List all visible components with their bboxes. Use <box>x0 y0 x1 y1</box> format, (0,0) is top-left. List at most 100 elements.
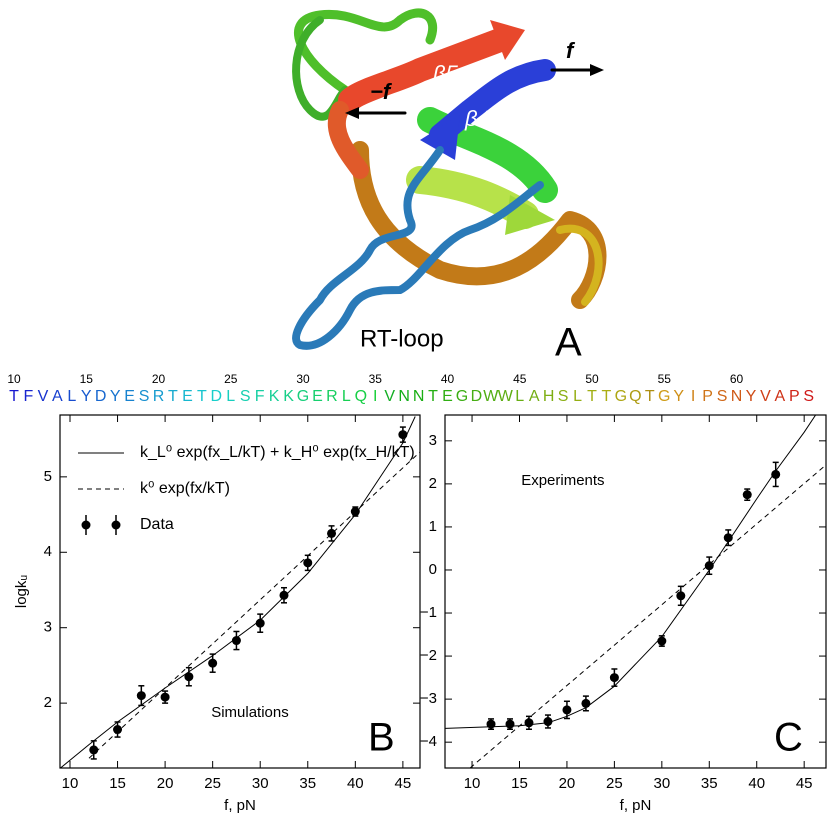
data-point <box>136 691 146 701</box>
protein-cartoon <box>292 8 607 350</box>
x-axis-label: f, pN <box>224 797 256 814</box>
y-tick-label: 5 <box>44 468 52 485</box>
residue-number: 25 <box>224 372 238 386</box>
data-point <box>303 558 313 568</box>
residue-number: 20 <box>152 372 166 386</box>
residue: G <box>615 388 627 405</box>
x-tick-label: 40 <box>748 775 765 792</box>
residue: T <box>587 388 597 405</box>
annotation: Simulations <box>211 704 289 721</box>
label: −f <box>370 79 393 104</box>
residue: D <box>211 388 223 405</box>
x-tick-label: 35 <box>299 775 316 792</box>
residue: H <box>543 388 555 405</box>
x-tick-label: 45 <box>796 775 813 792</box>
residue-number: 30 <box>296 372 310 386</box>
data-point <box>581 698 591 708</box>
y-tick-label: 1 <box>429 518 437 535</box>
residue: Y <box>746 388 757 405</box>
legend-marker <box>81 520 91 530</box>
residue: T <box>645 388 655 405</box>
residue: L <box>573 388 582 405</box>
residue: E <box>124 388 135 405</box>
y-tick-label: 4 <box>44 543 52 560</box>
plot-frame <box>444 414 827 769</box>
residue: K <box>269 388 280 405</box>
label: β5 <box>432 61 459 86</box>
residue: N <box>413 388 425 405</box>
x-tick-label: 20 <box>157 775 174 792</box>
y-tick-label: 2 <box>429 475 437 492</box>
data-point <box>676 591 686 601</box>
fit-line <box>469 464 826 768</box>
y-tick-label: 2 <box>44 694 52 711</box>
x-tick-label: 45 <box>395 775 412 792</box>
arrowhead <box>420 115 460 160</box>
plot: 10 15 20 25 30 35 40 45 −4 −3 −2 −1 0 1 2 3 f, pN Experim… <box>420 414 827 814</box>
residue: T <box>168 388 178 405</box>
x-tick-label: 30 <box>252 775 269 792</box>
residue: E <box>312 388 323 405</box>
residue: Y <box>81 388 92 405</box>
residue: T <box>602 388 612 405</box>
residue: G <box>658 388 670 405</box>
x-tick-label: 30 <box>653 775 670 792</box>
residue-number: 50 <box>585 372 599 386</box>
residue: N <box>398 388 410 405</box>
residue: E <box>442 388 453 405</box>
residue: W <box>483 388 499 405</box>
y-tick-label: −4 <box>420 733 437 750</box>
residue: F <box>24 388 34 405</box>
panel-label: B <box>368 716 395 760</box>
data-point <box>113 725 123 735</box>
residue: S <box>139 388 150 405</box>
residue: A <box>775 388 786 405</box>
data-point <box>524 718 534 728</box>
residue: T <box>428 388 438 405</box>
data-point <box>279 590 289 600</box>
data-point <box>184 672 194 682</box>
data-point <box>609 673 619 683</box>
data-point <box>350 507 360 517</box>
x-tick-label: 10 <box>464 775 481 792</box>
y-tick-label: −3 <box>420 690 437 707</box>
fit-line <box>88 451 420 759</box>
strand-b5 <box>338 28 512 112</box>
residue: R <box>153 388 165 405</box>
residue-number: 15 <box>80 372 94 386</box>
residue: I <box>373 388 377 405</box>
y-tick-label: −1 <box>420 604 437 621</box>
residue: F <box>255 388 265 405</box>
residue: L <box>342 388 351 405</box>
panel-label: C <box>774 716 803 760</box>
x-tick-label: 35 <box>701 775 718 792</box>
data-point <box>327 528 337 538</box>
strand <box>327 101 369 179</box>
arrowhead <box>490 20 525 60</box>
x-tick-label: 25 <box>204 775 221 792</box>
residue: L <box>515 388 524 405</box>
residue-number: 40 <box>441 372 455 386</box>
data-point <box>208 658 218 668</box>
plot-frame <box>59 414 421 769</box>
residue: R <box>326 388 338 405</box>
x-tick-label: 10 <box>62 775 79 792</box>
residue: V <box>760 388 771 405</box>
residue: V <box>384 388 395 405</box>
residue: Y <box>673 388 684 405</box>
residue: P <box>702 388 713 405</box>
loop <box>556 224 603 306</box>
y-tick-label: 0 <box>429 561 437 578</box>
annotation: Experiments <box>521 472 604 489</box>
residue: A <box>52 388 63 405</box>
residue-number: 10 <box>7 372 21 386</box>
residue: I <box>691 388 695 405</box>
data-point <box>704 561 714 571</box>
residue: G <box>456 388 468 405</box>
data-point <box>505 719 515 729</box>
legend-label: Data <box>140 516 174 533</box>
x-tick-label: 20 <box>559 775 576 792</box>
strand-b4 <box>429 59 556 146</box>
x-tick-label: 25 <box>606 775 623 792</box>
